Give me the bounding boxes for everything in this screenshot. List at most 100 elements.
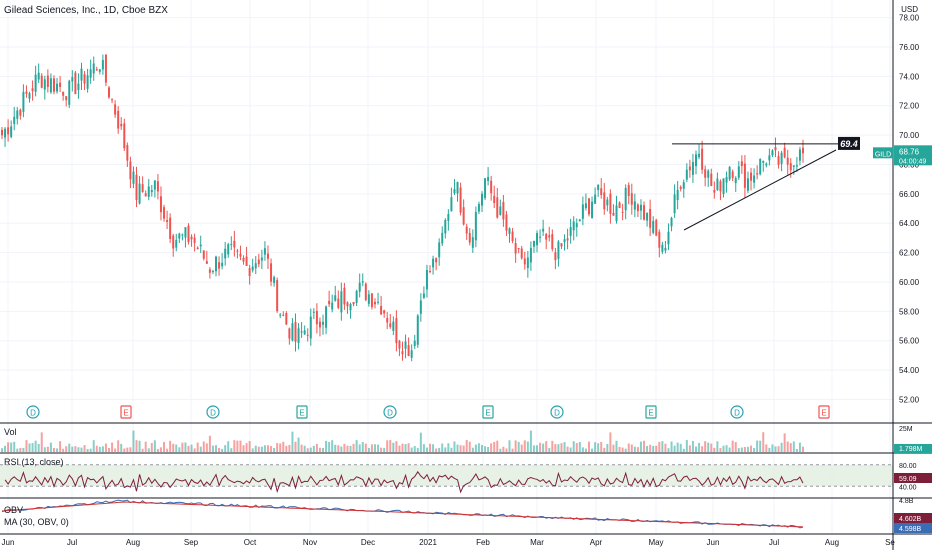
candle	[401, 351, 404, 355]
volume-bar	[352, 443, 355, 452]
volume-bar	[291, 431, 294, 452]
volume-bar	[221, 448, 224, 452]
candle	[646, 212, 649, 221]
volume-bar	[569, 447, 572, 452]
candle	[462, 207, 465, 225]
candle	[429, 271, 432, 273]
candle	[25, 91, 28, 94]
candle	[358, 282, 361, 292]
obv-ma-line	[1, 501, 804, 528]
time-tick: Aug	[126, 538, 140, 547]
candle	[83, 74, 86, 84]
volume-bar	[664, 443, 667, 452]
volume-bar	[215, 445, 218, 452]
volume-bar	[312, 445, 315, 452]
event-letter: D	[734, 409, 740, 418]
rsi-badge	[894, 473, 932, 483]
candle	[404, 341, 407, 349]
candle	[7, 127, 10, 135]
price-tick: 64.00	[899, 219, 920, 228]
candle	[111, 99, 114, 101]
volume-bar	[224, 445, 227, 452]
candle	[563, 239, 566, 243]
event-letter: E	[485, 409, 490, 418]
volume-bar	[13, 441, 16, 452]
volume-bar	[704, 441, 707, 452]
candle	[560, 243, 563, 247]
volume-bar	[346, 445, 349, 452]
vol-axis-tick: 25M	[899, 426, 913, 433]
candle	[322, 321, 325, 325]
candle	[389, 323, 392, 328]
volume-bar	[59, 441, 62, 452]
volume-bar	[65, 446, 68, 452]
candle	[337, 298, 340, 308]
candle	[477, 204, 480, 212]
candle	[325, 306, 328, 328]
candle	[618, 202, 621, 208]
volume-bar	[114, 448, 117, 452]
volume-bar	[288, 444, 291, 452]
volume-bar	[108, 447, 111, 452]
volume-bar	[334, 444, 337, 452]
candle	[542, 228, 545, 232]
volume-bar	[62, 448, 65, 452]
candle	[453, 189, 456, 194]
volume-bar	[175, 444, 178, 452]
volume-bar	[453, 441, 456, 452]
vol-label: Vol	[4, 427, 17, 437]
volume-bar	[331, 440, 334, 452]
time-tick: Jun	[2, 538, 15, 547]
currency-label: USD	[901, 5, 918, 14]
candle	[456, 181, 459, 194]
candle	[364, 283, 367, 301]
volume-bar	[514, 440, 517, 452]
volume-bar	[117, 440, 120, 452]
candle	[566, 238, 569, 241]
volume-bar	[581, 447, 584, 452]
volume-bar	[508, 440, 511, 452]
candle	[526, 257, 529, 269]
rsi-label: RSI (13, close)	[4, 457, 64, 467]
volume-bar	[181, 442, 184, 452]
volume-bar	[725, 445, 728, 452]
volume-bar	[707, 442, 710, 452]
volume-bar	[511, 448, 514, 452]
volume-bar	[771, 444, 774, 452]
volume-bar	[401, 443, 404, 452]
candle	[795, 165, 798, 167]
candle	[31, 88, 34, 92]
price-tick: 66.00	[899, 190, 920, 199]
volume-bar	[444, 447, 447, 452]
volume-bar	[468, 441, 471, 452]
volume-bar	[618, 446, 621, 452]
event-letter: E	[821, 409, 826, 418]
candle	[10, 126, 13, 137]
candle	[435, 258, 438, 263]
volume-bar	[603, 447, 606, 452]
volume-bar	[429, 443, 432, 452]
candle	[643, 205, 646, 220]
candle	[239, 253, 242, 257]
candle	[480, 193, 483, 206]
volume-bar	[297, 437, 300, 452]
volume-bar	[16, 448, 19, 452]
candle	[725, 176, 728, 183]
countdown: 04:00:49	[899, 158, 926, 165]
candle	[92, 63, 95, 74]
candle	[422, 293, 425, 298]
candle	[606, 199, 609, 206]
volume-bar	[343, 443, 346, 452]
volume-bar	[765, 444, 768, 452]
candle	[529, 247, 532, 263]
volume-bar	[318, 447, 321, 452]
candle	[236, 250, 239, 252]
candle	[667, 231, 670, 245]
candle	[233, 240, 236, 248]
resistance-label: 69.4	[840, 139, 858, 149]
volume-bar	[413, 446, 416, 452]
candle	[352, 302, 355, 305]
drawings[interactable]: 69.4	[672, 136, 860, 231]
volume-bar	[753, 448, 756, 452]
